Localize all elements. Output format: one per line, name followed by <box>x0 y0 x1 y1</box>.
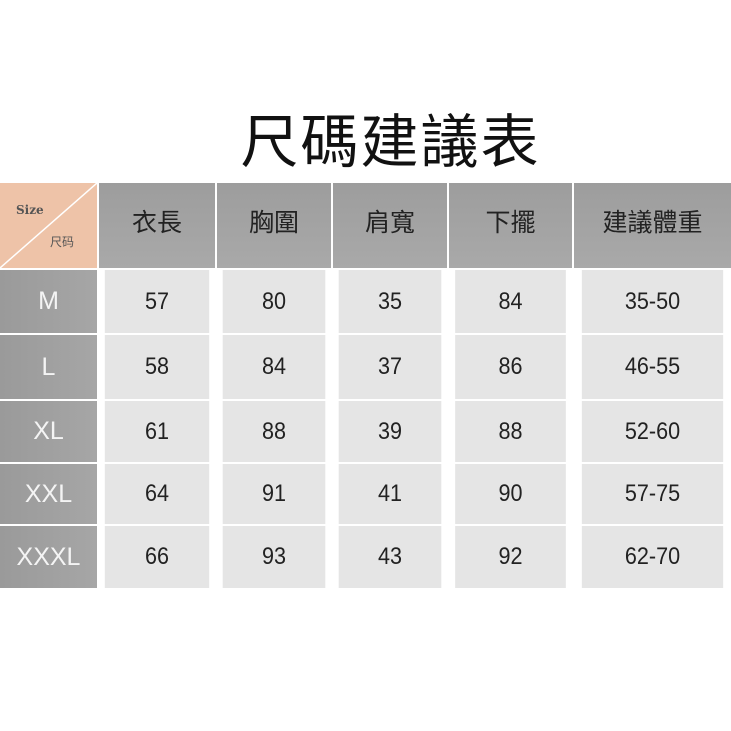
size-label: Size <box>16 203 44 217</box>
table-cell: 93 <box>222 526 326 588</box>
corner-cell: Size 尺码 <box>0 183 97 268</box>
size-cell: XXL <box>0 464 97 524</box>
column-header: 肩寬 <box>333 183 447 268</box>
table-cell: 39 <box>338 401 442 462</box>
code-label: 尺码 <box>50 235 75 249</box>
chart-title: 尺碼建議表 <box>240 108 541 176</box>
table-cell: 64 <box>104 464 210 524</box>
table-cell: 88 <box>455 401 566 462</box>
table-cell: 61 <box>104 401 210 462</box>
table-cell: 35 <box>338 270 442 333</box>
diagonal-divider <box>0 183 97 268</box>
table-cell: 86 <box>455 335 566 399</box>
table-cell: 57 <box>104 270 210 333</box>
column-header: 衣長 <box>99 183 215 268</box>
table-cell: 84 <box>222 335 326 399</box>
table-cell: 37 <box>338 335 442 399</box>
size-table: Size 尺码 衣長 胸圍 肩寬 下擺 建議體重 M 57 80 35 84 35-50 L 58 84 3… <box>0 183 731 588</box>
table-cell: 41 <box>338 464 442 524</box>
size-cell: XL <box>0 401 97 462</box>
table-cell: 43 <box>338 526 442 588</box>
table-cell: 52-60 <box>581 401 724 462</box>
table-cell: 91 <box>222 464 326 524</box>
table-cell: 57-75 <box>581 464 724 524</box>
size-cell: L <box>0 335 97 399</box>
table-cell: 84 <box>455 270 566 333</box>
table-cell: 90 <box>455 464 566 524</box>
table-cell: 35-50 <box>581 270 724 333</box>
table-cell: 88 <box>222 401 326 462</box>
size-cell: M <box>0 270 97 333</box>
table-cell: 58 <box>104 335 210 399</box>
table-cell: 80 <box>222 270 326 333</box>
column-header: 下擺 <box>449 183 572 268</box>
table-cell: 66 <box>104 526 210 588</box>
table-cell: 92 <box>455 526 566 588</box>
table-cell: 62-70 <box>581 526 724 588</box>
column-header: 胸圍 <box>217 183 331 268</box>
size-cell: XXXL <box>0 526 97 588</box>
table-cell: 46-55 <box>581 335 724 399</box>
column-header: 建議體重 <box>574 183 731 268</box>
